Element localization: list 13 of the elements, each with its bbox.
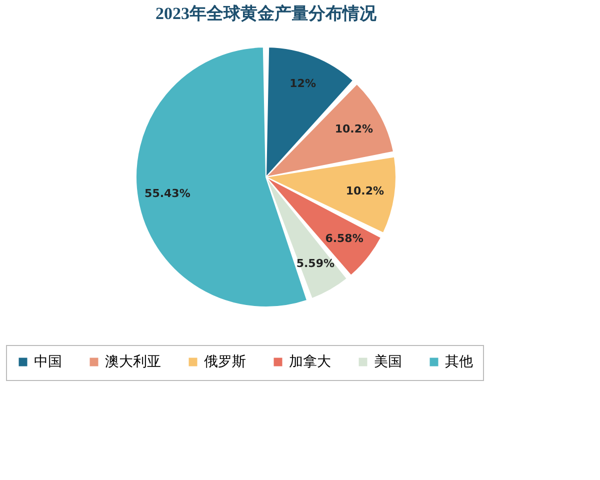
data-label: 10.2% [346, 184, 384, 198]
chart-title: 2023年全球黄金产量分布情况 [156, 4, 378, 23]
legend-label: 加拿大 [289, 354, 331, 370]
data-label: 12% [290, 77, 316, 90]
data-label: 6.58% [325, 232, 364, 246]
legend-label: 其他 [445, 354, 473, 370]
legend-label: 俄罗斯 [204, 354, 246, 370]
data-label: 10.2% [334, 122, 374, 136]
legend-label: 中国 [34, 354, 62, 370]
legend-label: 美国 [374, 354, 402, 370]
data-label: 5.59% [296, 256, 334, 270]
legend-label: 澳大利亚 [105, 354, 161, 370]
data-label: 55.43% [144, 186, 190, 200]
